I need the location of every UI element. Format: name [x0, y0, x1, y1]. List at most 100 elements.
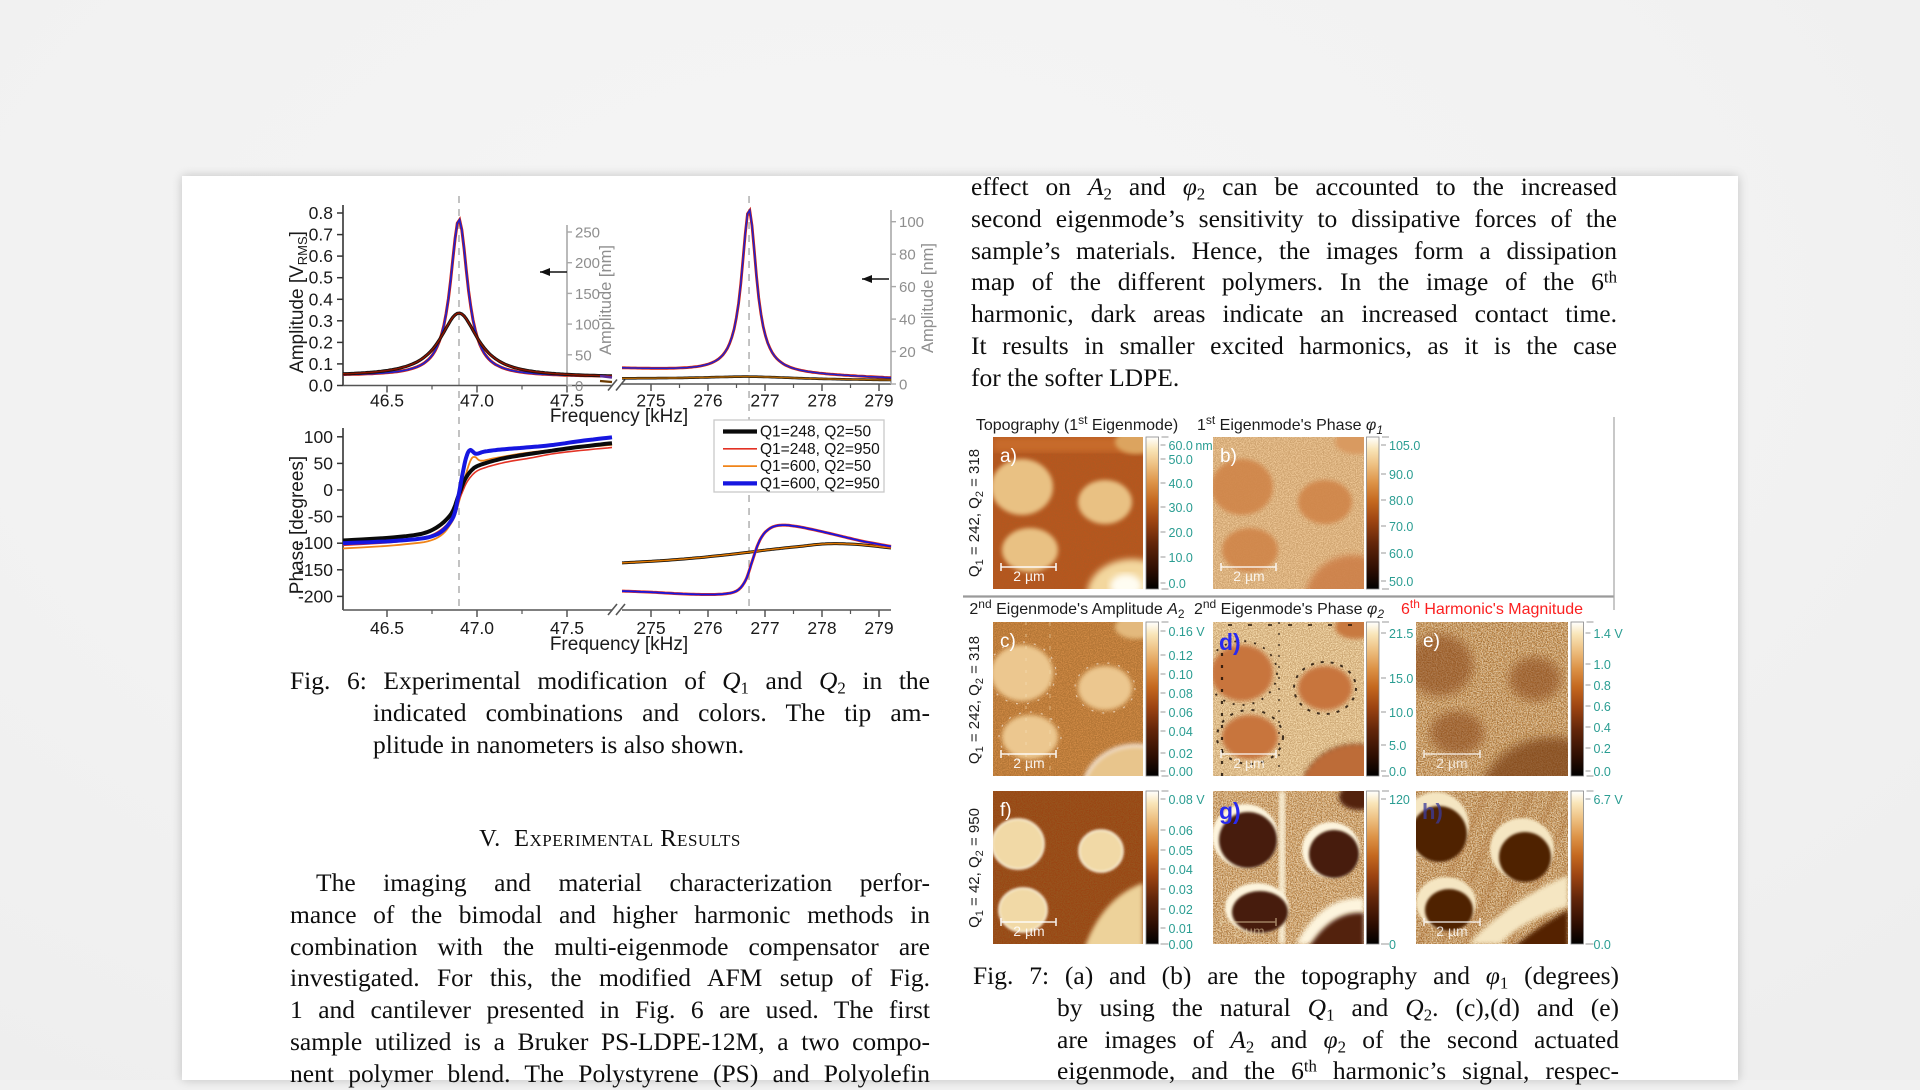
svg-text:50.0: 50.0: [1389, 575, 1413, 589]
svg-text:279: 279: [864, 618, 893, 638]
svg-text:Amplitude [VRMS]: Amplitude [VRMS]: [287, 231, 310, 373]
svg-text:2 µm: 2 µm: [1233, 568, 1264, 584]
svg-text:2nd Eigenmode's Amplitude A2: 2nd Eigenmode's Amplitude A2: [969, 597, 1185, 621]
svg-text:0.12: 0.12: [1169, 649, 1193, 663]
svg-text:120: 120: [1389, 793, 1410, 807]
svg-text:0.8: 0.8: [1594, 679, 1611, 693]
svg-text:c): c): [1000, 631, 1016, 652]
svg-text:275: 275: [636, 618, 665, 638]
svg-text:0.00: 0.00: [1169, 765, 1193, 779]
svg-text:Frequency [kHz]: Frequency [kHz]: [550, 634, 688, 655]
svg-text:0.1: 0.1: [309, 354, 333, 374]
svg-text:d): d): [1219, 629, 1241, 655]
svg-text:-100: -100: [298, 533, 333, 553]
svg-text:0: 0: [575, 378, 583, 395]
svg-text:80.0: 80.0: [1389, 494, 1413, 508]
svg-text:Q1=600, Q2=50: Q1=600, Q2=50: [760, 458, 872, 475]
svg-text:47.0: 47.0: [460, 391, 494, 411]
svg-text:50: 50: [314, 453, 334, 473]
svg-text:250: 250: [575, 225, 600, 242]
svg-text:0.5: 0.5: [309, 268, 333, 288]
svg-text:100: 100: [575, 317, 600, 334]
svg-text:20: 20: [899, 344, 916, 361]
svg-text:0.3: 0.3: [309, 311, 333, 331]
svg-text:2 µm: 2 µm: [1436, 923, 1467, 939]
svg-text:46.5: 46.5: [370, 618, 404, 638]
svg-text:0.00: 0.00: [1169, 938, 1193, 952]
svg-text:0.02: 0.02: [1169, 903, 1193, 917]
svg-text:0.04: 0.04: [1169, 725, 1193, 739]
svg-text:0: 0: [323, 480, 333, 500]
svg-text:46.5: 46.5: [370, 391, 404, 411]
svg-text:Topography (1st Eigenmode): Topography (1st Eigenmode): [976, 413, 1178, 434]
svg-text:0.05: 0.05: [1169, 844, 1193, 858]
svg-text:Amplitude [nm]: Amplitude [nm]: [919, 243, 937, 353]
svg-text:0: 0: [899, 377, 907, 394]
svg-text:47.5: 47.5: [550, 391, 584, 411]
svg-text:279: 279: [864, 391, 893, 411]
svg-text:40: 40: [899, 312, 916, 329]
svg-text:2 µm: 2 µm: [1436, 755, 1467, 771]
svg-text:100: 100: [304, 427, 333, 447]
svg-text:e): e): [1423, 631, 1440, 652]
svg-text:60: 60: [899, 279, 916, 296]
svg-text:Q1 = 42, Q2 = 950: Q1 = 42, Q2 = 950: [966, 808, 986, 928]
svg-text:0.10: 0.10: [1169, 668, 1193, 682]
svg-text:10.0: 10.0: [1169, 551, 1193, 565]
svg-text:60.0: 60.0: [1389, 547, 1413, 561]
svg-text:0.2: 0.2: [1594, 742, 1611, 756]
svg-text:Phase [degrees]: Phase [degrees]: [287, 456, 308, 594]
svg-text:Q1 = 242, Q2 = 318: Q1 = 242, Q2 = 318: [966, 449, 986, 577]
svg-text:Frequency [kHz]: Frequency [kHz]: [550, 406, 688, 427]
svg-text:-50: -50: [308, 507, 334, 527]
svg-text:0.16 V: 0.16 V: [1169, 625, 1206, 639]
svg-text:5.0: 5.0: [1389, 739, 1406, 753]
svg-text:0.02: 0.02: [1169, 747, 1193, 761]
svg-text:2nd Eigenmode's Phase φ2: 2nd Eigenmode's Phase φ2: [1194, 597, 1384, 621]
svg-text:21.5: 21.5: [1389, 627, 1413, 641]
svg-text:0.08 V: 0.08 V: [1169, 793, 1206, 807]
svg-text:2 µm: 2 µm: [1233, 755, 1264, 771]
svg-text:6th Harmonic's Magnitude: 6th Harmonic's Magnitude: [1401, 597, 1583, 618]
svg-text:6.7 V: 6.7 V: [1594, 793, 1624, 807]
svg-text:1.4 V: 1.4 V: [1594, 627, 1624, 641]
svg-text:0.6: 0.6: [309, 246, 333, 266]
svg-text:0.4: 0.4: [1594, 721, 1611, 735]
svg-text:50.0: 50.0: [1169, 453, 1193, 467]
svg-text:276: 276: [693, 391, 722, 411]
svg-text:200: 200: [575, 255, 600, 272]
svg-text:47.0: 47.0: [460, 618, 494, 638]
svg-text:277: 277: [750, 618, 779, 638]
svg-text:278: 278: [807, 391, 836, 411]
svg-text:0.2: 0.2: [309, 332, 333, 352]
svg-text:0.03: 0.03: [1169, 883, 1193, 897]
svg-text:0.0: 0.0: [1389, 765, 1406, 779]
svg-text:a): a): [1000, 446, 1017, 467]
svg-text:30.0: 30.0: [1169, 501, 1193, 515]
svg-text:2 µm: 2 µm: [1013, 755, 1044, 771]
svg-text:1.0: 1.0: [1594, 658, 1611, 672]
svg-text:f): f): [1000, 800, 1012, 821]
svg-text:g): g): [1219, 798, 1241, 824]
svg-text:10.0: 10.0: [1389, 706, 1413, 720]
svg-text:0.0: 0.0: [1594, 765, 1611, 779]
svg-text:275: 275: [636, 391, 665, 411]
svg-text:90.0: 90.0: [1389, 468, 1413, 482]
svg-text:b): b): [1220, 446, 1237, 467]
svg-text:2 µm: 2 µm: [1013, 923, 1044, 939]
svg-text:0.7: 0.7: [309, 225, 333, 245]
svg-text:0.4: 0.4: [309, 289, 334, 309]
svg-text:0: 0: [1389, 938, 1396, 952]
svg-text:-150: -150: [298, 560, 333, 580]
svg-text:40.0: 40.0: [1169, 477, 1193, 491]
svg-text:276: 276: [693, 618, 722, 638]
svg-text:Amplitude [nm]: Amplitude [nm]: [597, 245, 615, 355]
svg-text:80: 80: [899, 247, 916, 264]
svg-text:Q1=248, Q2=50: Q1=248, Q2=50: [760, 424, 872, 441]
svg-text:0.06: 0.06: [1169, 706, 1193, 720]
svg-text:2 µm: 2 µm: [1013, 568, 1044, 584]
svg-text:0.08: 0.08: [1169, 687, 1193, 701]
svg-text:100: 100: [899, 214, 924, 231]
svg-text:105.0: 105.0: [1389, 439, 1420, 453]
svg-text:277: 277: [750, 391, 779, 411]
